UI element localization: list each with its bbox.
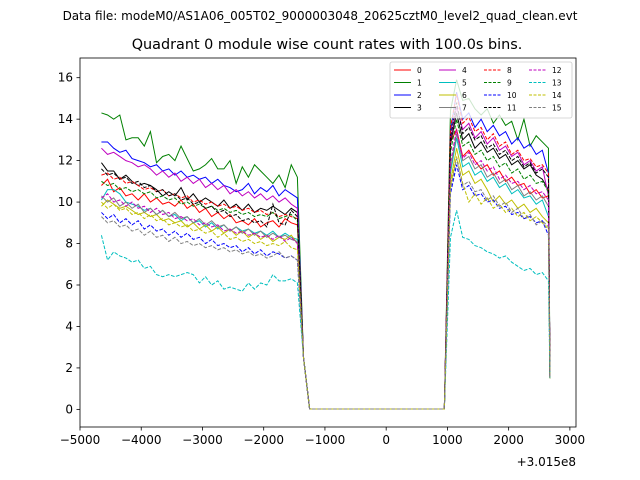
y-tick-label: 4 bbox=[65, 319, 73, 333]
y-tick-label: 14 bbox=[58, 112, 73, 126]
y-axis-ticks: 0 2 4 6 8 10 12 14 16 bbox=[58, 71, 80, 416]
series-line-13 bbox=[100, 210, 551, 410]
x-tick-label: 3000 bbox=[555, 433, 586, 447]
x-axis-offset-label: +3.015e8 bbox=[517, 455, 576, 469]
legend-label-15: 15 bbox=[552, 104, 562, 113]
series-line-15 bbox=[101, 158, 551, 410]
y-tick-label: 10 bbox=[58, 195, 73, 209]
legend-label-7: 7 bbox=[462, 104, 467, 113]
plot-lines bbox=[100, 79, 551, 410]
x-tick-label: −1000 bbox=[305, 433, 346, 447]
legend-label-1: 1 bbox=[417, 79, 422, 88]
series-line-14 bbox=[101, 156, 551, 410]
series-line-8 bbox=[101, 94, 551, 410]
series-line-12 bbox=[101, 129, 551, 410]
y-tick-label: 12 bbox=[58, 154, 73, 168]
series-line-9 bbox=[101, 119, 551, 410]
x-tick-label: −2000 bbox=[243, 433, 284, 447]
x-tick-label: 2000 bbox=[493, 433, 524, 447]
series-line-11 bbox=[101, 102, 551, 410]
x-tick-label: −4000 bbox=[121, 433, 162, 447]
y-tick-label: 16 bbox=[58, 71, 73, 85]
series-line-4 bbox=[101, 106, 551, 410]
legend-label-3: 3 bbox=[417, 104, 422, 113]
axes-frame bbox=[79, 57, 577, 428]
x-tick-label: 1000 bbox=[432, 433, 463, 447]
legend-label-2: 2 bbox=[417, 91, 422, 100]
legend-label-8: 8 bbox=[507, 66, 512, 75]
series-line-6 bbox=[101, 148, 551, 410]
legend-frame bbox=[389, 61, 573, 119]
series-line-2 bbox=[101, 92, 551, 410]
legend-label-5: 5 bbox=[462, 79, 467, 88]
x-tick-label: −5000 bbox=[60, 433, 101, 447]
series-line-3 bbox=[101, 112, 551, 410]
legend-label-11: 11 bbox=[507, 104, 517, 113]
series-line-0 bbox=[101, 128, 551, 410]
legend-label-0: 0 bbox=[417, 66, 422, 75]
chart-suptitle: Data file: modeM0/AS1A06_005T02_90000030… bbox=[63, 9, 578, 23]
series-line-1 bbox=[101, 79, 551, 410]
y-tick-label: 8 bbox=[65, 237, 73, 251]
y-tick-label: 0 bbox=[65, 402, 73, 416]
x-tick-label: 0 bbox=[382, 433, 390, 447]
series-line-5 bbox=[100, 137, 551, 410]
legend-label-4: 4 bbox=[462, 66, 467, 75]
x-tick-label: −3000 bbox=[182, 433, 223, 447]
legend-label-6: 6 bbox=[462, 91, 467, 100]
series-line-10 bbox=[101, 164, 551, 410]
y-tick-label: 6 bbox=[65, 278, 73, 292]
legend-label-14: 14 bbox=[552, 91, 562, 100]
legend-label-13: 13 bbox=[552, 79, 562, 88]
x-axis-ticks: −5000 −4000 −3000 −2000 −1000 0 1000 2000 3000 bbox=[60, 427, 585, 447]
legend-label-12: 12 bbox=[552, 66, 562, 75]
chart-title: Quadrant 0 module wise count rates with … bbox=[132, 37, 523, 53]
y-tick-label: 2 bbox=[65, 361, 73, 375]
legend-label-9: 9 bbox=[507, 79, 512, 88]
series-line-7 bbox=[101, 133, 551, 410]
legend-label-10: 10 bbox=[507, 91, 517, 100]
